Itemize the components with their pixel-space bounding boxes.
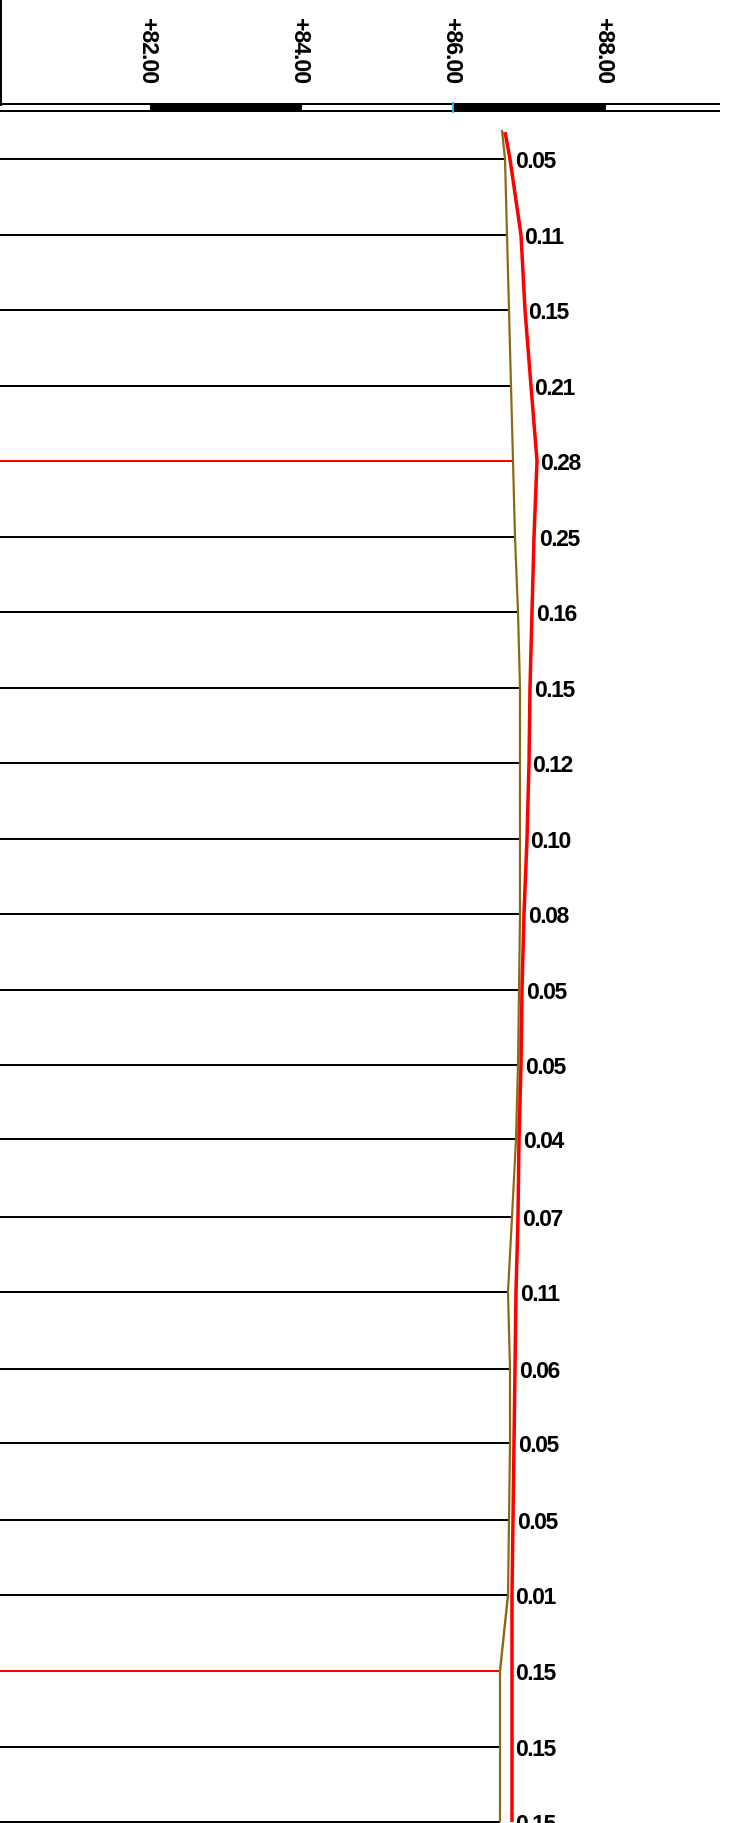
- section-rows: 0.05 0.11 0.15 0.21 0.28 0.25 0.16 0.15 0.12 0.10…: [0, 147, 583, 1823]
- row-value-label: 0.01: [516, 1583, 556, 1609]
- row-value-label: 0.15: [516, 1735, 556, 1761]
- station-label-3: +86.00: [442, 18, 468, 83]
- row-value-label: 0.06: [520, 1357, 559, 1383]
- row-value-label: 0.10: [531, 827, 570, 853]
- scale-bar-segment-dark-1: [150, 104, 302, 111]
- row-value-label: 0.15: [516, 1810, 556, 1823]
- row-value-label: 0.25: [540, 525, 580, 551]
- station-label-2: +84.00: [290, 18, 316, 83]
- station-label-1: +82.00: [138, 18, 164, 83]
- row-value-label: 0.05: [518, 1508, 558, 1534]
- row-value-label: 0.12: [533, 751, 572, 777]
- row-value-label: 0.21: [535, 374, 575, 400]
- scale-bar-segment-dark-2: [454, 104, 606, 111]
- row-value-label: 0.15: [529, 298, 569, 324]
- row-value-label: 0.05: [516, 147, 556, 173]
- profile-lines: [498, 129, 539, 1822]
- row-value-label: 0.05: [519, 1431, 559, 1457]
- row-value-label: 0.05: [526, 1053, 566, 1079]
- row-value-label: 0.16: [537, 600, 576, 626]
- row-value-label: 0.15: [535, 676, 575, 702]
- row-value-label: 0.28: [541, 449, 581, 475]
- existing-profile-line: [498, 129, 522, 1822]
- row-value-label: 0.08: [529, 902, 569, 928]
- row-value-label: 0.04: [524, 1127, 564, 1153]
- row-value-label: 0.11: [521, 1280, 560, 1306]
- profile-break-connector: [498, 1594, 510, 1672]
- row-value-label: 0.07: [523, 1205, 562, 1231]
- row-value-label: 0.05: [527, 978, 567, 1004]
- row-value-label: 0.15: [516, 1659, 556, 1685]
- design-profile-line: [503, 131, 539, 1822]
- station-label-4: +88.00: [594, 18, 620, 83]
- scale-header: +82.00 +84.00 +86.00 +88.00: [0, 0, 720, 113]
- row-value-label: 0.11: [525, 223, 564, 249]
